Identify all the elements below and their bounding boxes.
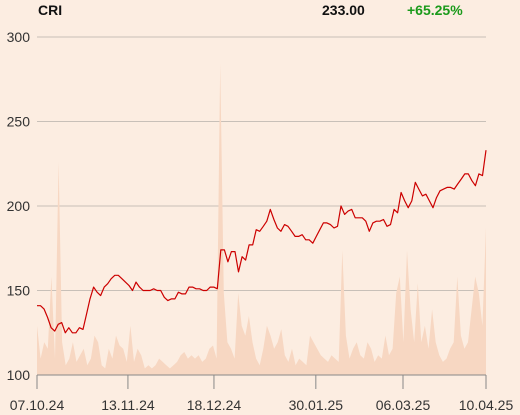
x-tick-label: 13.11.24 xyxy=(101,397,155,413)
y-tick-label: 100 xyxy=(7,367,31,383)
x-tick-label: 18.12.24 xyxy=(187,397,242,413)
x-tick-label: 30.01.25 xyxy=(289,397,344,413)
y-tick-label: 150 xyxy=(7,283,31,299)
volume-area-shape xyxy=(37,63,486,376)
y-tick-label: 250 xyxy=(7,114,31,130)
percent-change: +65.25% xyxy=(407,2,463,18)
price-series xyxy=(37,150,487,334)
volume-area xyxy=(37,63,486,376)
current-price: 233.00 xyxy=(322,2,365,18)
ticker-symbol: CRI xyxy=(38,2,63,18)
axes: 100 150 200 250 300 07.10.24 13.11.24 18.12.24 3… xyxy=(7,29,514,413)
y-tick-label: 200 xyxy=(7,198,31,214)
x-tick-label: 10.04.25 xyxy=(459,397,514,413)
y-tick-label: 300 xyxy=(7,29,31,45)
x-tick-label: 07.10.24 xyxy=(10,397,65,413)
x-tick-label: 06.03.25 xyxy=(376,397,431,413)
price-line xyxy=(37,150,487,334)
